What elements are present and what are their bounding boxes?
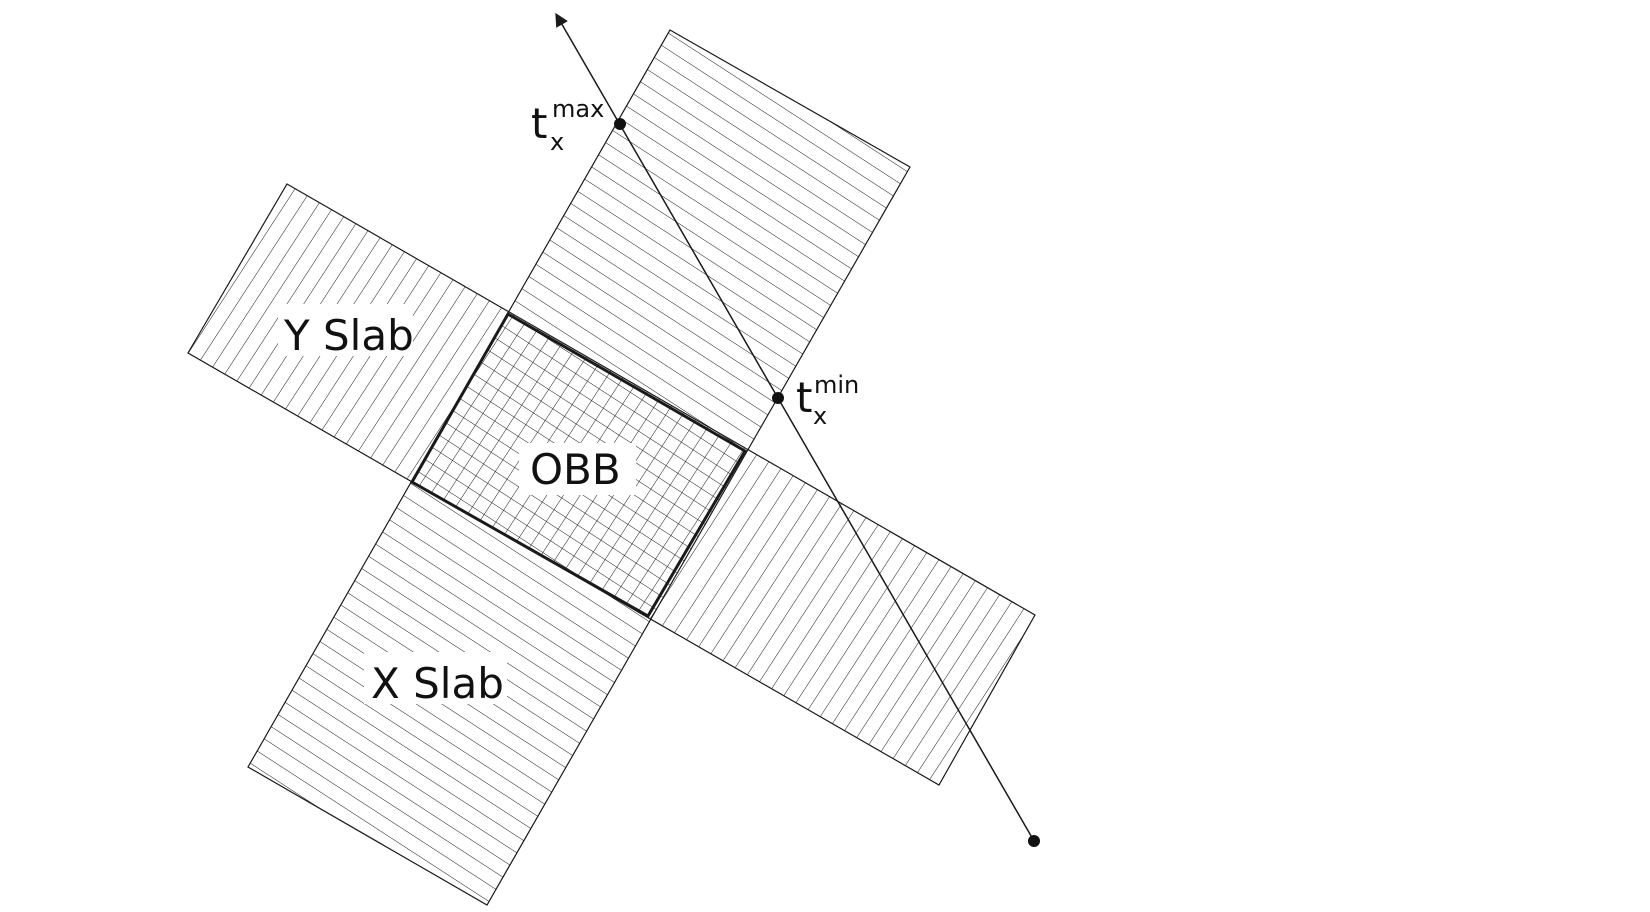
t-max-point [614,118,626,130]
y-slab-label-bg [278,304,413,356]
t-max-base: t [531,99,547,148]
t-min-subscript: x [813,402,827,430]
obb-label-bg [519,443,636,495]
t-max-superscript: max [552,95,604,123]
t-min-base: t [796,373,812,422]
t-min-superscript: min [814,371,859,399]
x-slab-label: X Slab [371,659,504,708]
ray-line [555,12,1035,842]
obb-label: OBB [530,445,621,494]
t-max-subscript: x [550,128,564,156]
x-slab-label-bg [364,652,507,704]
ray-origin-point [1028,835,1040,847]
t-min-label: t x min [796,371,859,430]
t-min-point [772,392,784,404]
obb-rectangle [409,311,748,619]
y-slab-label: Y Slab [283,311,414,360]
t-max-label: t x max [531,95,604,156]
